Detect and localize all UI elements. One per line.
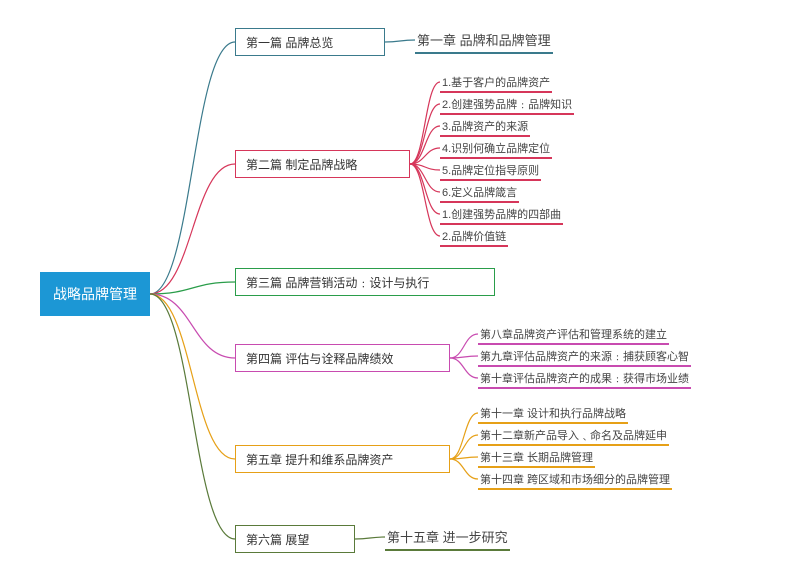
branch-node[interactable]: 第五章 提升和维系品牌资产	[235, 445, 450, 473]
sub-leaf: 3.品牌资产的来源	[440, 118, 530, 137]
branch-node[interactable]: 第一篇 品牌总览	[235, 28, 385, 56]
branch-node[interactable]: 第三篇 品牌营销活动﹕设计与执行	[235, 268, 495, 296]
sub-leaf: 第十三章 长期品牌管理	[478, 449, 595, 468]
branch-node[interactable]: 第二篇 制定品牌战略	[235, 150, 410, 178]
sub-leaf: 第十二章新产品导入﹑命名及品牌延申	[478, 427, 669, 446]
sub-leaf: 6.定义品牌箴言	[440, 184, 519, 203]
sub-leaf: 第八章品牌资产评估和管理系统的建立	[478, 326, 669, 345]
sub-leaf: 第十一章 设计和执行品牌战略	[478, 405, 628, 424]
sub-leaf: 第十四章 跨区域和市场细分的品牌管理	[478, 471, 672, 490]
tail-leaf: 第一章 品牌和品牌管理	[415, 30, 553, 54]
sub-leaf: 4.识别何确立品牌定位	[440, 140, 552, 159]
branch-node[interactable]: 第六篇 展望	[235, 525, 355, 553]
branch-node[interactable]: 第四篇 评估与诠释品牌绩效	[235, 344, 450, 372]
root-node[interactable]: 战略品牌管理	[40, 272, 150, 316]
sub-leaf: 第九章评估品牌资产的来源﹕捕获顾客心智	[478, 348, 691, 367]
tail-leaf: 第十五章 进一步研究	[385, 527, 510, 551]
sub-leaf: 第十章评估品牌资产的成果﹕获得市场业绩	[478, 370, 691, 389]
sub-leaf: 2.创建强势品牌﹕品牌知识	[440, 96, 574, 115]
sub-leaf: 5.品牌定位指导原则	[440, 162, 541, 181]
sub-leaf: 2.品牌价值链	[440, 228, 508, 247]
sub-leaf: 1.基于客户的品牌资产	[440, 74, 552, 93]
sub-leaf: 1.创建强势品牌的四部曲	[440, 206, 563, 225]
